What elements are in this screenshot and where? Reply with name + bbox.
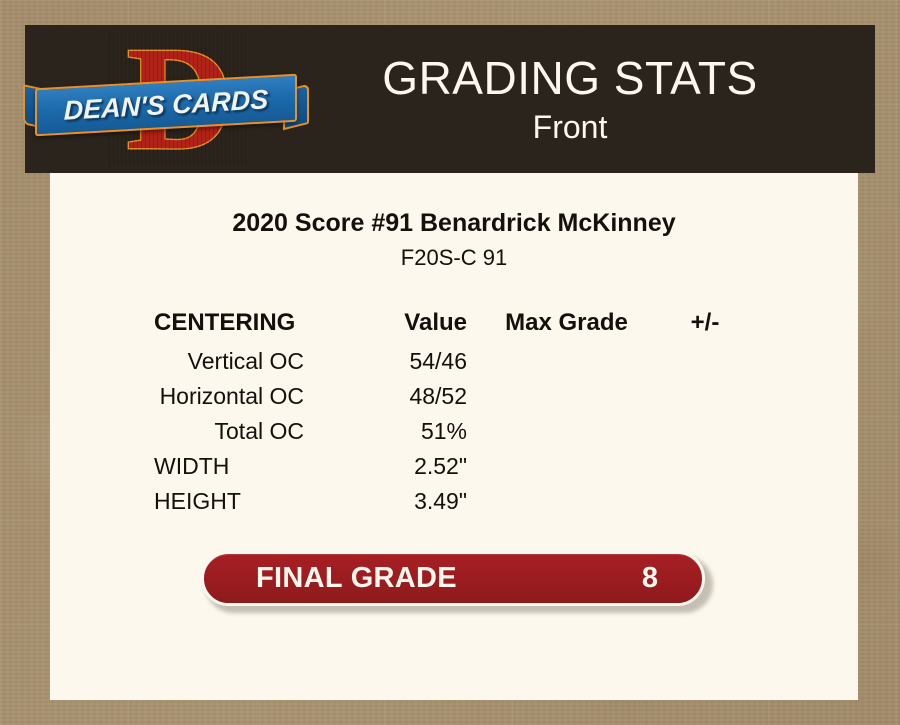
logo-ribbon: DEAN'S CARDS xyxy=(35,73,297,137)
stat-plus-minus xyxy=(650,449,760,484)
stat-max-grade xyxy=(483,449,650,484)
card-identifier: F20S-C 91 xyxy=(400,245,508,270)
card-title: 2020 Score #91 Benardrick McKinney xyxy=(232,209,676,237)
stat-value: 3.49" xyxy=(414,488,467,514)
stats-header-row: CENTERING Value Max Grade +/- xyxy=(50,302,858,344)
stat-max-grade xyxy=(483,379,650,414)
stat-plus-minus xyxy=(650,414,760,449)
stat-spacer xyxy=(760,344,858,379)
page-title: GRADING STATS xyxy=(382,52,758,104)
stat-plus-minus xyxy=(650,484,760,519)
grading-stats-table: CENTERING Value Max Grade +/- Vertical O… xyxy=(50,302,858,519)
stat-spacer xyxy=(760,449,858,484)
header-titles: GRADING STATS Front xyxy=(305,51,875,147)
stat-plus-minus xyxy=(650,344,760,379)
stat-spacer xyxy=(760,379,858,414)
content-panel: 2020 Score #91 Benardrick McKinney F20S-… xyxy=(50,173,858,700)
final-grade-banner: FINAL GRADE 8 xyxy=(201,551,705,606)
final-grade-label: FINAL GRADE xyxy=(256,562,457,594)
page-subtitle: Front xyxy=(532,109,608,145)
stat-max-grade xyxy=(483,344,650,379)
final-grade-value: 8 xyxy=(641,562,658,594)
table-row: Horizontal OC 48/52 xyxy=(50,379,858,414)
stat-value: 51% xyxy=(420,418,467,444)
column-header-max-grade: Max Grade xyxy=(505,309,628,336)
stat-label: Vertical OC xyxy=(187,348,304,374)
stat-label: WIDTH xyxy=(154,453,230,479)
stat-plus-minus xyxy=(650,379,760,414)
column-header-centering: CENTERING xyxy=(154,309,296,336)
table-row: WIDTH 2.52" xyxy=(50,449,858,484)
stat-label: Horizontal OC xyxy=(159,383,304,409)
stat-value: 2.52" xyxy=(414,453,467,479)
stats-table-body: Vertical OC 54/46 Horizontal OC 48/52 Total … xyxy=(50,344,858,519)
logo-ribbon-text: DEAN'S CARDS xyxy=(63,83,269,126)
stat-value: 54/46 xyxy=(409,348,467,374)
stat-value: 48/52 xyxy=(409,383,467,409)
column-header-plus-minus: +/- xyxy=(690,309,720,336)
final-grade-section: FINAL GRADE 8 xyxy=(201,551,713,613)
column-header-spacer xyxy=(760,302,858,344)
deans-cards-logo[interactable]: D DEAN'S CARDS xyxy=(23,24,309,175)
column-header-value: Value xyxy=(404,309,467,336)
table-row: Total OC 51% xyxy=(50,414,858,449)
table-row: HEIGHT 3.49" xyxy=(50,484,858,519)
stat-max-grade xyxy=(483,484,650,519)
stat-spacer xyxy=(760,414,858,449)
stat-max-grade xyxy=(483,414,650,449)
stat-label: HEIGHT xyxy=(154,488,241,514)
stats-table-head: CENTERING Value Max Grade +/- xyxy=(50,302,858,344)
stat-label: Total OC xyxy=(214,418,304,444)
header-bar: D DEAN'S CARDS GRADING STATS Front xyxy=(23,24,875,175)
table-row: Vertical OC 54/46 xyxy=(50,344,858,379)
stat-spacer xyxy=(760,484,858,519)
